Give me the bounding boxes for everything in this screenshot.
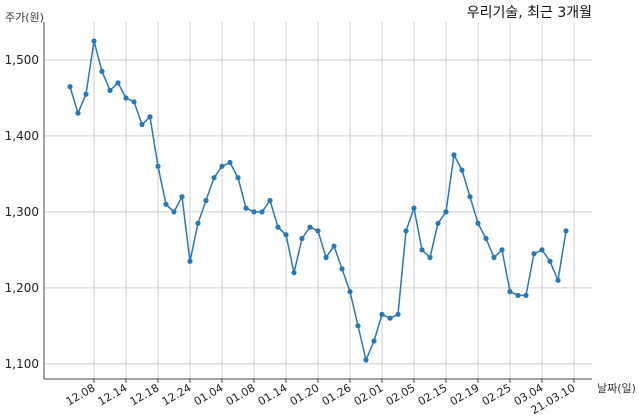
data-point bbox=[427, 254, 433, 261]
chart-title: 우리기술, 최근 3개월 bbox=[467, 5, 592, 21]
y-tick-label: 1,400 bbox=[5, 129, 39, 143]
x-tick-label: 02.05 bbox=[384, 381, 418, 408]
y-tick-label: 1,500 bbox=[5, 53, 39, 67]
x-tick-label: 12.18 bbox=[128, 381, 162, 408]
x-tick-label: 02.19 bbox=[448, 381, 482, 408]
data-point bbox=[491, 254, 497, 261]
x-tick-label: 12.24 bbox=[160, 381, 194, 408]
data-point bbox=[227, 159, 233, 166]
y-tick-label: 1,100 bbox=[5, 357, 39, 371]
axes bbox=[43, 22, 592, 383]
price-series bbox=[67, 38, 569, 363]
x-tick-label: 01.26 bbox=[320, 381, 354, 408]
data-point bbox=[219, 163, 225, 169]
data-point bbox=[403, 228, 409, 234]
data-point bbox=[171, 209, 177, 215]
data-point bbox=[395, 311, 401, 317]
data-point bbox=[315, 228, 321, 234]
data-point bbox=[531, 251, 537, 257]
data-point bbox=[467, 194, 473, 200]
data-point bbox=[555, 277, 561, 283]
data-point bbox=[291, 270, 297, 276]
data-point bbox=[435, 220, 441, 226]
y-axis-title: 주가(원) bbox=[5, 11, 44, 24]
x-tick-label: 02.15 bbox=[416, 381, 450, 408]
data-point bbox=[139, 121, 145, 128]
data-point bbox=[163, 201, 169, 207]
data-point bbox=[115, 80, 121, 86]
data-point bbox=[539, 247, 545, 253]
x-axis-title: 날짜(일) bbox=[597, 381, 636, 395]
data-point bbox=[563, 228, 569, 234]
data-point bbox=[387, 315, 393, 321]
data-point bbox=[91, 38, 97, 44]
x-tick-label: 12.08 bbox=[64, 381, 98, 408]
data-point bbox=[323, 254, 329, 261]
data-point bbox=[235, 175, 241, 181]
data-point bbox=[83, 91, 89, 97]
x-tick-label: 12.14 bbox=[96, 381, 130, 408]
y-tick-labels: 1,100 1,200 1,300 1,400 1,500 bbox=[5, 53, 39, 371]
data-point bbox=[331, 243, 337, 249]
data-point bbox=[547, 258, 553, 264]
data-point bbox=[507, 289, 513, 295]
data-point bbox=[443, 209, 449, 215]
data-point bbox=[499, 247, 505, 253]
data-point bbox=[355, 323, 361, 329]
data-point bbox=[251, 209, 257, 215]
data-point bbox=[363, 357, 369, 363]
data-point bbox=[147, 114, 153, 120]
data-point bbox=[67, 84, 73, 90]
data-point bbox=[379, 311, 385, 317]
data-point bbox=[123, 95, 129, 101]
x-tick-label: 02.25 bbox=[480, 381, 514, 408]
data-point bbox=[259, 209, 265, 215]
y-tick-label: 1,300 bbox=[5, 205, 39, 219]
data-point bbox=[187, 258, 193, 264]
x-tick-label: 01.20 bbox=[288, 381, 322, 408]
y-tick-label: 1,200 bbox=[5, 281, 39, 295]
data-point bbox=[371, 338, 377, 344]
data-point bbox=[211, 175, 217, 181]
data-point bbox=[275, 224, 281, 230]
data-point bbox=[347, 289, 353, 295]
data-point bbox=[339, 266, 345, 272]
data-point bbox=[475, 220, 481, 226]
data-point bbox=[155, 163, 161, 169]
x-tick-label: 01.14 bbox=[256, 381, 290, 408]
data-point bbox=[419, 247, 425, 253]
data-point bbox=[515, 292, 521, 298]
data-point bbox=[523, 292, 529, 298]
x-tick-label: 01.08 bbox=[224, 381, 258, 408]
data-point bbox=[203, 197, 209, 204]
data-point bbox=[307, 224, 313, 230]
data-point bbox=[283, 232, 289, 238]
data-point bbox=[195, 220, 201, 226]
data-point bbox=[483, 235, 489, 242]
data-point bbox=[451, 152, 457, 158]
data-point bbox=[131, 99, 137, 105]
data-point bbox=[179, 194, 185, 200]
data-point bbox=[99, 68, 105, 74]
data-point bbox=[243, 205, 249, 211]
data-point bbox=[299, 235, 305, 242]
data-point bbox=[459, 167, 465, 173]
data-point bbox=[107, 87, 113, 93]
x-tick-label: 01.04 bbox=[192, 381, 226, 408]
grid-lines bbox=[44, 22, 592, 379]
data-point bbox=[267, 197, 273, 204]
data-point bbox=[75, 110, 81, 116]
data-point bbox=[411, 205, 417, 211]
x-tick-labels: 12.0812.1412.1812.2401.0401.0801.1401.20… bbox=[64, 381, 578, 417]
x-tick-label: 02.01 bbox=[352, 381, 386, 408]
